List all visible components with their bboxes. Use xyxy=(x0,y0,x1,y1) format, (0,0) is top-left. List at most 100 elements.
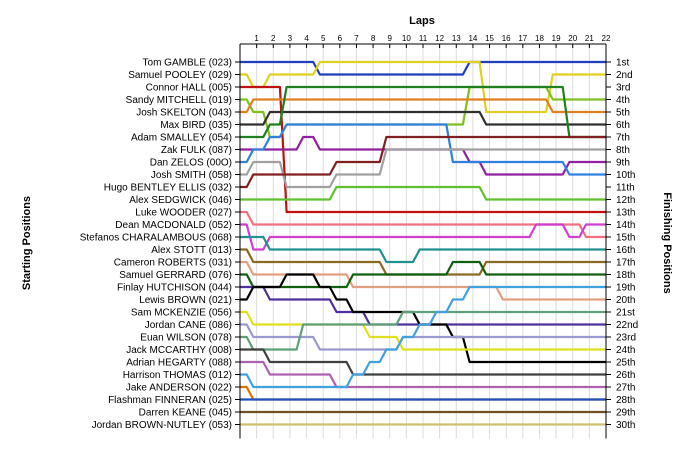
finishing-position-label: 10th xyxy=(616,170,635,181)
finishing-position-label: 4th xyxy=(616,95,630,106)
finishing-position-label: 25th xyxy=(616,358,635,369)
starting-driver-label: Hugo BENTLEY ELLIS (032) xyxy=(104,183,232,194)
finishing-position-label: 14th xyxy=(616,220,635,231)
finishing-position-label: 20th xyxy=(616,295,635,306)
series-line xyxy=(240,85,606,139)
finishing-position-label: 5th xyxy=(616,108,630,119)
series-line xyxy=(240,235,606,264)
series-line xyxy=(240,323,606,351)
lap-tick-label: 21 xyxy=(585,34,594,43)
finishing-position-label: 15th xyxy=(616,233,635,244)
finishing-position-label: 29th xyxy=(616,408,635,419)
series-line xyxy=(240,348,606,376)
lap-tick-label: 2 xyxy=(271,34,276,43)
finishing-position-label: 18th xyxy=(616,270,635,281)
starting-driver-label: Connor HALL (005) xyxy=(146,83,232,94)
series-line xyxy=(240,260,606,289)
finishing-position-label: 30th xyxy=(616,420,635,431)
lap-tick-label: 20 xyxy=(568,34,577,43)
finishing-position-label: 22nd xyxy=(616,320,638,331)
lap-tick-label: 4 xyxy=(304,34,309,43)
finishing-position-label: 11th xyxy=(616,183,635,194)
axes-layer xyxy=(235,43,611,439)
y-axis-title-right: Finishing Positions xyxy=(661,192,673,293)
lap-tick-label: 3 xyxy=(288,34,293,43)
series-line xyxy=(240,223,606,251)
starting-driver-label: Dan ZELOS (00O) xyxy=(150,158,232,169)
starting-driver-label: Lewis BROWN (021) xyxy=(139,295,232,306)
finishing-position-label: 6th xyxy=(616,120,630,131)
lap-tick-label: 5 xyxy=(321,34,326,43)
series-line xyxy=(240,360,606,389)
starting-driver-label: Flashman FINNERAN (025) xyxy=(108,395,232,406)
series-line xyxy=(240,85,606,214)
starting-driver-label: Adam SMALLEY (054) xyxy=(131,133,232,144)
finishing-position-label: 28th xyxy=(616,395,635,406)
finishing-position-label: 16th xyxy=(616,245,635,256)
starting-driver-label: Dean MACDONALD (052) xyxy=(115,220,232,231)
starting-driver-label: Alex STOTT (013) xyxy=(151,245,232,256)
starting-driver-label: Finlay HUTCHISON (044) xyxy=(117,283,232,294)
starting-driver-label: Jake ANDERSON (022) xyxy=(126,383,232,394)
finishing-position-label: 13th xyxy=(616,208,635,219)
starting-driver-label: Josh SKELTON (043) xyxy=(136,108,232,119)
lap-tick-label: 12 xyxy=(435,34,444,43)
finishing-position-label: 7th xyxy=(616,133,630,144)
series-line xyxy=(240,60,606,76)
starting-driver-label: Sam MCKENZIE (056) xyxy=(131,308,232,319)
starting-driver-label: Sandy MITCHELL (019) xyxy=(126,95,232,106)
lap-tick-label: 15 xyxy=(485,34,494,43)
series-line xyxy=(240,98,606,114)
finishing-position-label: 21st xyxy=(616,308,635,319)
series-line xyxy=(240,310,606,351)
finishing-position-label: 9th xyxy=(616,158,630,169)
series-line xyxy=(240,135,606,189)
x-axis-title: Laps xyxy=(409,15,435,27)
lap-tick-label: 1 xyxy=(254,34,259,43)
finishing-position-label: 17th xyxy=(616,258,635,269)
y-axis-title-left: Starting Positions xyxy=(21,196,33,290)
finishing-position-label: 2nd xyxy=(616,70,633,81)
grid-layer xyxy=(239,44,607,439)
lap-tick-label: 6 xyxy=(338,34,343,43)
finishing-position-label: 23rd xyxy=(616,333,636,344)
starting-driver-label: Samuel POOLEY (029) xyxy=(128,70,232,81)
starting-driver-label: Harrison THOMAS (012) xyxy=(123,370,232,381)
series-layer xyxy=(240,60,606,426)
lap-tick-label: 9 xyxy=(388,34,393,43)
lap-tick-label: 22 xyxy=(602,34,611,43)
series-line xyxy=(240,110,606,126)
starting-driver-label: Darren KEANE (045) xyxy=(139,408,232,419)
lap-tick-label: 10 xyxy=(402,34,411,43)
lap-tick-label: 14 xyxy=(468,34,477,43)
starting-driver-label: Jack MCCARTHY (008) xyxy=(126,345,232,356)
series-line xyxy=(240,185,606,201)
starting-driver-label: Stefanos CHARALAMBOUS (068) xyxy=(80,233,232,244)
series-line xyxy=(240,60,606,114)
lap-tick-label: 7 xyxy=(354,34,359,43)
lap-tick-label: 11 xyxy=(419,34,428,43)
starting-driver-label: Josh SMITH (058) xyxy=(151,170,232,181)
starting-driver-label: Samuel GERRARD (076) xyxy=(119,270,232,281)
starting-driver-label: Euan WILSON (078) xyxy=(140,333,232,344)
starting-driver-label: Luke WOODER (027) xyxy=(135,208,232,219)
starting-driver-label: Adrian HEGARTY (088) xyxy=(126,358,232,369)
finishing-position-label: 8th xyxy=(616,145,630,156)
lap-tick-label: 16 xyxy=(502,34,511,43)
lap-tick-label: 17 xyxy=(518,34,527,43)
starting-driver-label: Zak FULK (087) xyxy=(161,145,232,156)
finishing-position-label: 27th xyxy=(616,383,635,394)
finishing-position-label: 12th xyxy=(616,195,635,206)
finishing-position-label: 24th xyxy=(616,345,635,356)
lap-tick-label: 19 xyxy=(552,34,561,43)
starting-driver-label: Jordan CANE (086) xyxy=(145,320,232,331)
series-line xyxy=(240,285,606,389)
lap-tick-label: 18 xyxy=(535,34,544,43)
finishing-position-label: 3rd xyxy=(616,83,630,94)
finishing-position-label: 19th xyxy=(616,283,635,294)
series-line xyxy=(240,148,606,189)
lap-tick-label: 8 xyxy=(371,34,376,43)
lap-tick-label: 13 xyxy=(452,34,461,43)
